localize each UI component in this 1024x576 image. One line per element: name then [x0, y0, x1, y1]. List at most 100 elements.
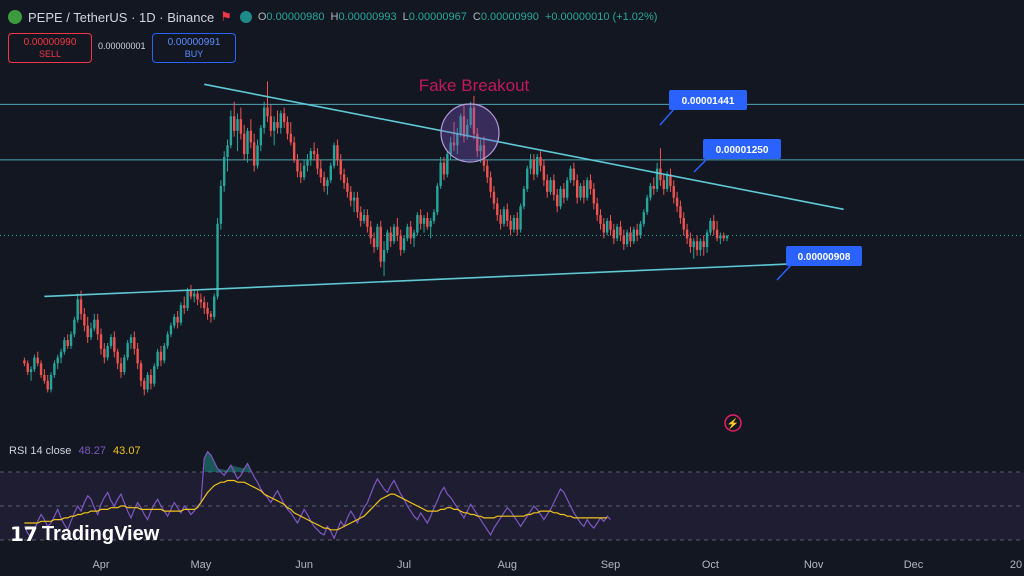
- candle-up: [709, 220, 712, 233]
- candle-down: [249, 130, 253, 143]
- candle-up: [326, 180, 329, 187]
- candle-up: [109, 337, 113, 346]
- candle-down: [539, 156, 542, 166]
- spread-value: 0.00000001: [98, 41, 146, 51]
- candle-down: [419, 215, 422, 224]
- candle-up: [246, 130, 249, 155]
- tradingview-logo[interactable]: 𝟭𝟳 TradingView: [10, 522, 159, 547]
- candle-up: [502, 209, 506, 224]
- candle-down: [66, 340, 69, 346]
- candle-down: [346, 183, 349, 192]
- horizontal-levels: [0, 103, 1024, 236]
- candle-down: [23, 360, 26, 364]
- candle-down: [209, 313, 213, 317]
- candle-down: [189, 290, 193, 297]
- candle-down: [622, 235, 626, 245]
- x-tick-label: Jun: [295, 559, 313, 571]
- candle-down: [572, 168, 576, 181]
- candle-up: [529, 159, 532, 169]
- candle-down: [492, 191, 496, 204]
- candle-up: [625, 232, 629, 245]
- candle-down: [239, 119, 243, 134]
- lightning-glyph: ⚡: [727, 417, 739, 430]
- candle-up: [179, 305, 183, 323]
- sell-button[interactable]: 0.00000990 SELL: [8, 33, 92, 63]
- candle-down: [149, 374, 153, 384]
- candle-down: [426, 218, 429, 227]
- candle-up: [73, 319, 76, 335]
- candle-up: [386, 232, 389, 250]
- candle-down: [556, 194, 559, 207]
- high-value: 0.00000993: [338, 11, 397, 23]
- candle-down: [119, 363, 123, 373]
- candle-down: [602, 223, 606, 233]
- candle-up: [456, 133, 459, 146]
- candle-down: [712, 220, 715, 230]
- candle-up: [216, 223, 219, 297]
- candle-up: [645, 197, 649, 213]
- candle-up: [186, 290, 189, 309]
- candle-down: [159, 351, 163, 361]
- candle-up: [432, 212, 436, 221]
- candle-down: [342, 174, 346, 184]
- open-value: 0.00000980: [266, 11, 325, 23]
- candle-down: [133, 337, 136, 349]
- candle-up: [719, 235, 722, 239]
- candle-up: [526, 168, 529, 189]
- candle-down: [319, 168, 322, 178]
- candle-up: [306, 159, 309, 166]
- candle-up: [639, 223, 642, 236]
- candle-down: [609, 220, 612, 230]
- sell-price: 0.00000990: [23, 36, 77, 48]
- candle-up: [126, 342, 129, 358]
- buy-price: 0.00000991: [167, 36, 221, 48]
- candle-down: [312, 151, 316, 155]
- price-label-908-text: 0.00000908: [798, 252, 851, 263]
- candle-up: [392, 226, 396, 242]
- candle-up: [29, 369, 33, 373]
- candle-up: [449, 142, 452, 155]
- candle-up: [512, 218, 516, 230]
- market-status-icon: [239, 11, 252, 23]
- candle-down: [356, 197, 359, 213]
- descending-trendline: [204, 83, 844, 211]
- sell-label: SELL: [38, 48, 62, 59]
- candle-down: [196, 293, 199, 300]
- candle-down: [206, 308, 209, 314]
- candle-up: [705, 232, 709, 248]
- candle-up: [193, 293, 196, 297]
- candle-down: [143, 380, 146, 390]
- x-tick-label: Sep: [601, 559, 621, 571]
- rsi-overbought-fill: [204, 451, 251, 472]
- candle-up: [376, 226, 379, 248]
- candle-down: [506, 209, 509, 221]
- candle-up: [262, 107, 266, 128]
- candle-up: [279, 113, 283, 128]
- candle-down: [509, 220, 512, 230]
- candle-down: [372, 238, 376, 248]
- buy-button[interactable]: 0.00000991 BUY: [152, 33, 236, 63]
- candle-up: [63, 340, 66, 352]
- candle-down: [695, 241, 699, 250]
- candle-down: [116, 351, 119, 364]
- candle-up: [382, 249, 386, 262]
- rsi-legend[interactable]: RSI 14 close 48.27 43.07: [9, 445, 141, 457]
- candle-up: [725, 235, 729, 239]
- candle-down: [286, 122, 289, 134]
- close-value: 0.00000990: [480, 11, 539, 23]
- change-value: +0.00000010 (+1.02%): [544, 11, 658, 23]
- symbol-title[interactable]: PEPE / TetherUS · 1D · Binance: [28, 9, 215, 25]
- price-label-1250-text: 0.00001250: [716, 145, 769, 156]
- candle-down: [26, 363, 29, 373]
- candle-down: [612, 229, 616, 239]
- candle-up: [146, 374, 149, 390]
- candle-up: [402, 238, 406, 250]
- candle-up: [219, 186, 223, 224]
- candle-down: [516, 218, 519, 230]
- pepe-logo-icon: [8, 10, 22, 24]
- candle-down: [542, 165, 546, 181]
- high-label: H: [330, 11, 339, 23]
- candle-up: [549, 180, 552, 192]
- flag-icon[interactable]: ⚑: [220, 9, 232, 24]
